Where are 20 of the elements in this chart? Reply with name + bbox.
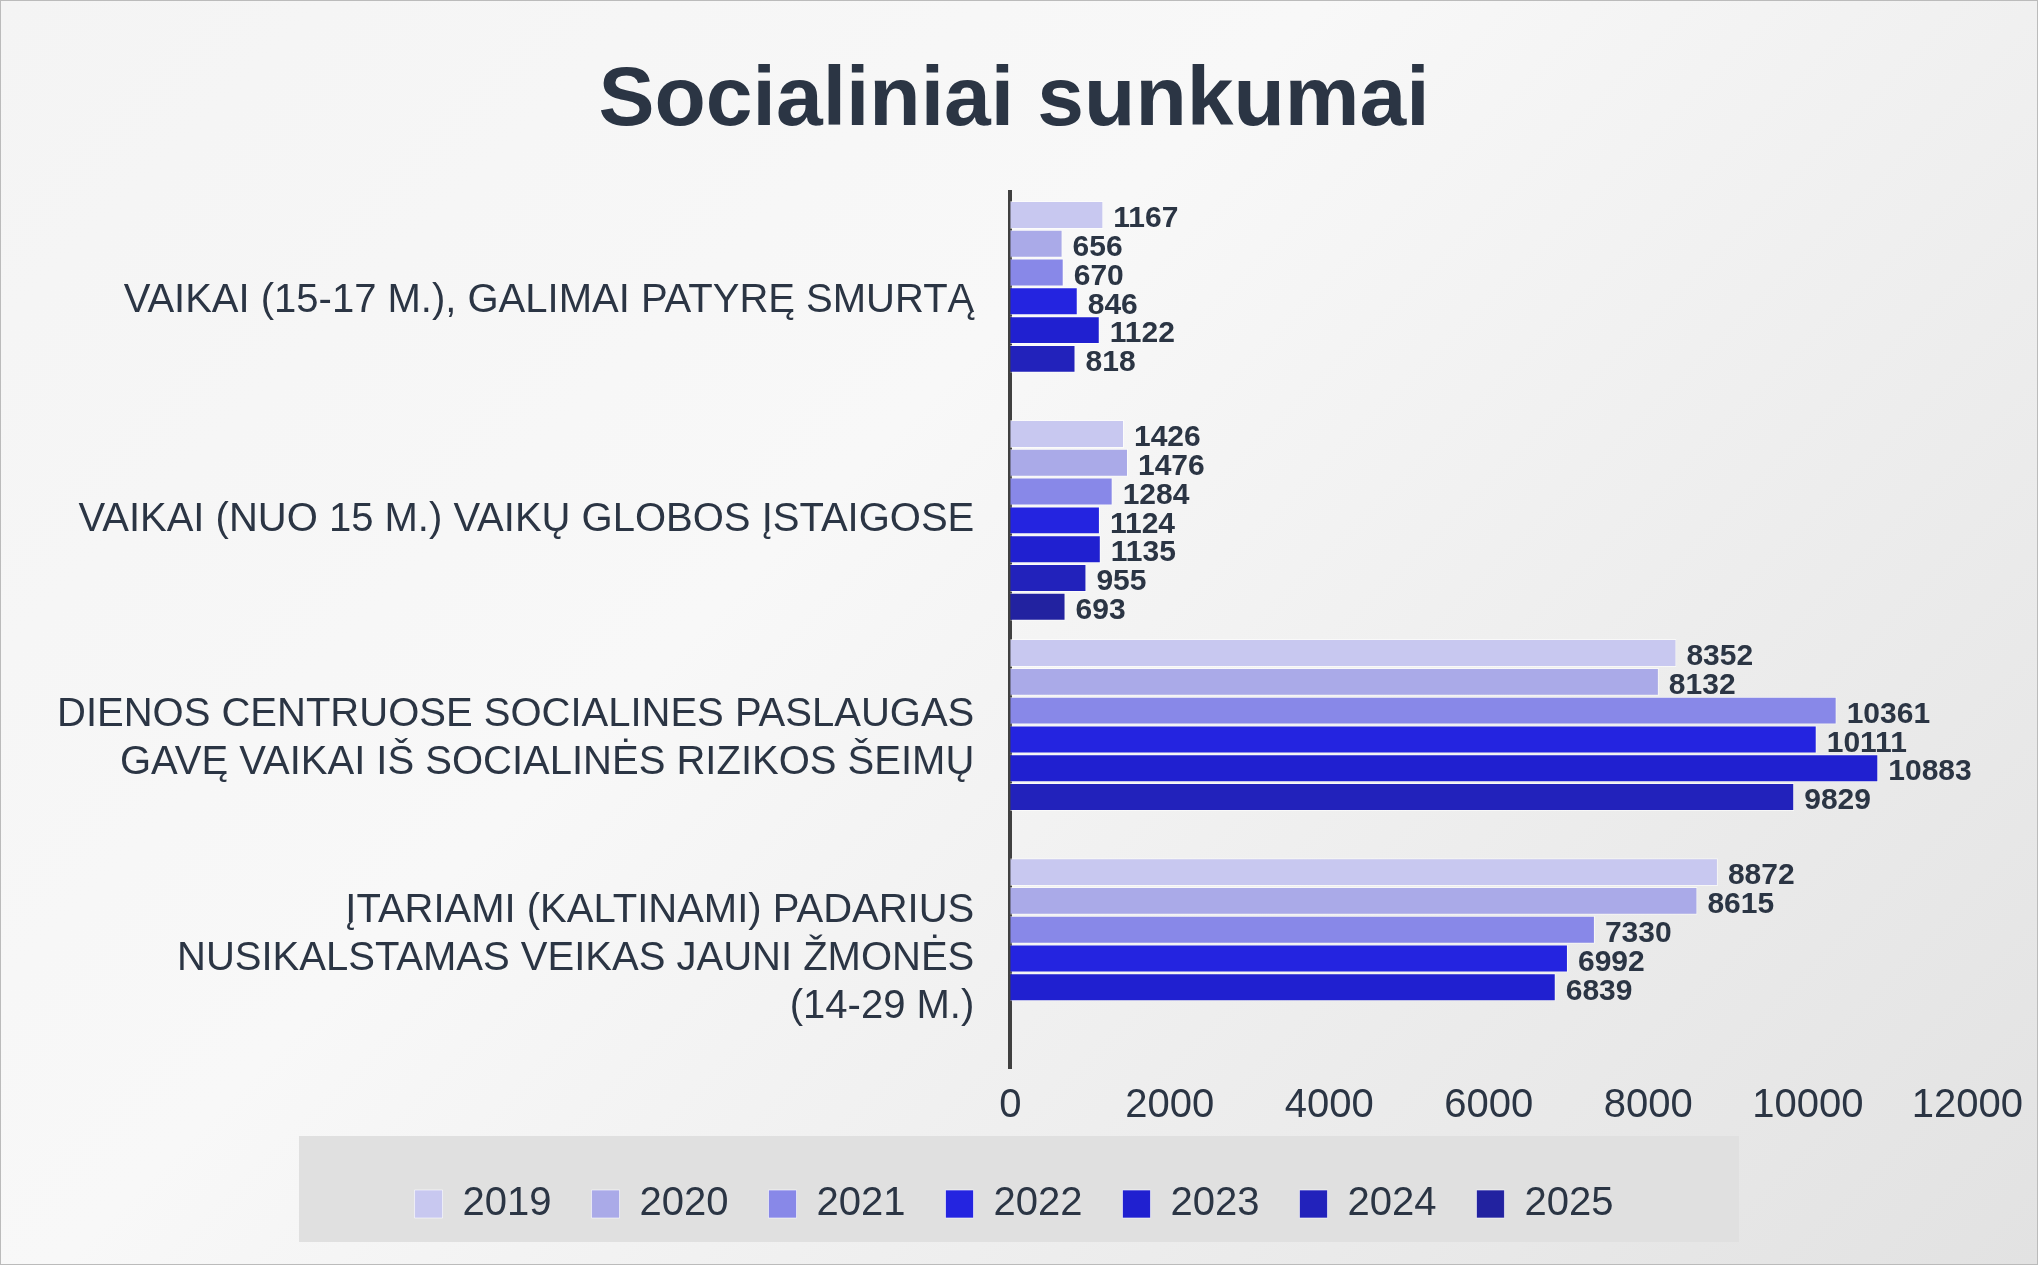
x-tick-label: 2000 <box>1125 1081 1215 1126</box>
legend-label: 2019 <box>462 1179 552 1224</box>
chart-title: Socialiniai sunkumai <box>598 48 1430 143</box>
x-tick-label: 0 <box>999 1081 1022 1126</box>
x-tick-label: 10000 <box>1752 1081 1864 1126</box>
x-tick-label: 8000 <box>1603 1081 1693 1126</box>
legend-label: 2021 <box>816 1179 906 1224</box>
x-tick-label: 12000 <box>1911 1081 2023 1126</box>
legend-label: 2020 <box>639 1179 729 1224</box>
data-label: 9829 <box>1804 782 1871 816</box>
x-tick-label: 6000 <box>1444 1081 1534 1126</box>
y-tick-label: DIENOS CENTRUOSE SOCIALINES PASLAUGAS GAVĘ VAIKAI IŠ SOCIALINĖS RIZIKOS ŠEIMŲ <box>57 690 975 783</box>
legend-label: 2024 <box>1347 1179 1437 1224</box>
legend-label: 2023 <box>1170 1179 1260 1224</box>
legend-label: 2025 <box>1524 1179 1614 1224</box>
legend-label: 2022 <box>993 1179 1083 1224</box>
x-tick-label: 4000 <box>1284 1081 1374 1126</box>
y-tick-label: VAIKAI (NUO 15 M.) VAIKŲ GLOBOS ĮSTAIGOSE <box>78 495 975 540</box>
y-tick-label: VAIKAI (15-17 M.), GALIMAI PATYRĘ SMURTĄ <box>123 276 975 321</box>
y-tick-label: ĮTARIAMI (KALTINAMI) PADARIUS NUSIKALSTAMAS VEIKAS JAUNI ŽMONĖS (14-29 M.) <box>177 885 975 1026</box>
